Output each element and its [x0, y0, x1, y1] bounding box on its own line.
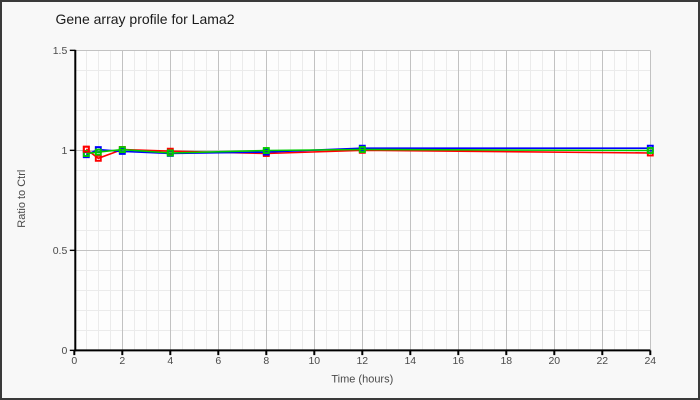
svg-text:20: 20: [548, 355, 560, 367]
svg-text:24: 24: [644, 355, 656, 367]
svg-text:14: 14: [404, 355, 416, 367]
svg-text:6: 6: [215, 355, 221, 367]
svg-text:8: 8: [263, 355, 269, 367]
svg-text:22: 22: [596, 355, 608, 367]
svg-text:4: 4: [167, 355, 173, 367]
svg-text:1: 1: [61, 145, 67, 157]
svg-text:Ratio to Ctrl: Ratio to Ctrl: [16, 170, 28, 228]
svg-text:0: 0: [61, 345, 67, 357]
svg-text:Gene array profile for Lama2: Gene array profile for Lama2: [56, 11, 235, 27]
svg-text:0.5: 0.5: [53, 245, 68, 257]
svg-text:10: 10: [308, 355, 320, 367]
svg-text:1.5: 1.5: [53, 45, 68, 57]
svg-text:2: 2: [119, 355, 125, 367]
svg-text:12: 12: [356, 355, 368, 367]
svg-text:18: 18: [500, 355, 512, 367]
svg-text:16: 16: [452, 355, 464, 367]
svg-text:Time (hours): Time (hours): [331, 374, 393, 386]
svg-text:0: 0: [71, 355, 77, 367]
